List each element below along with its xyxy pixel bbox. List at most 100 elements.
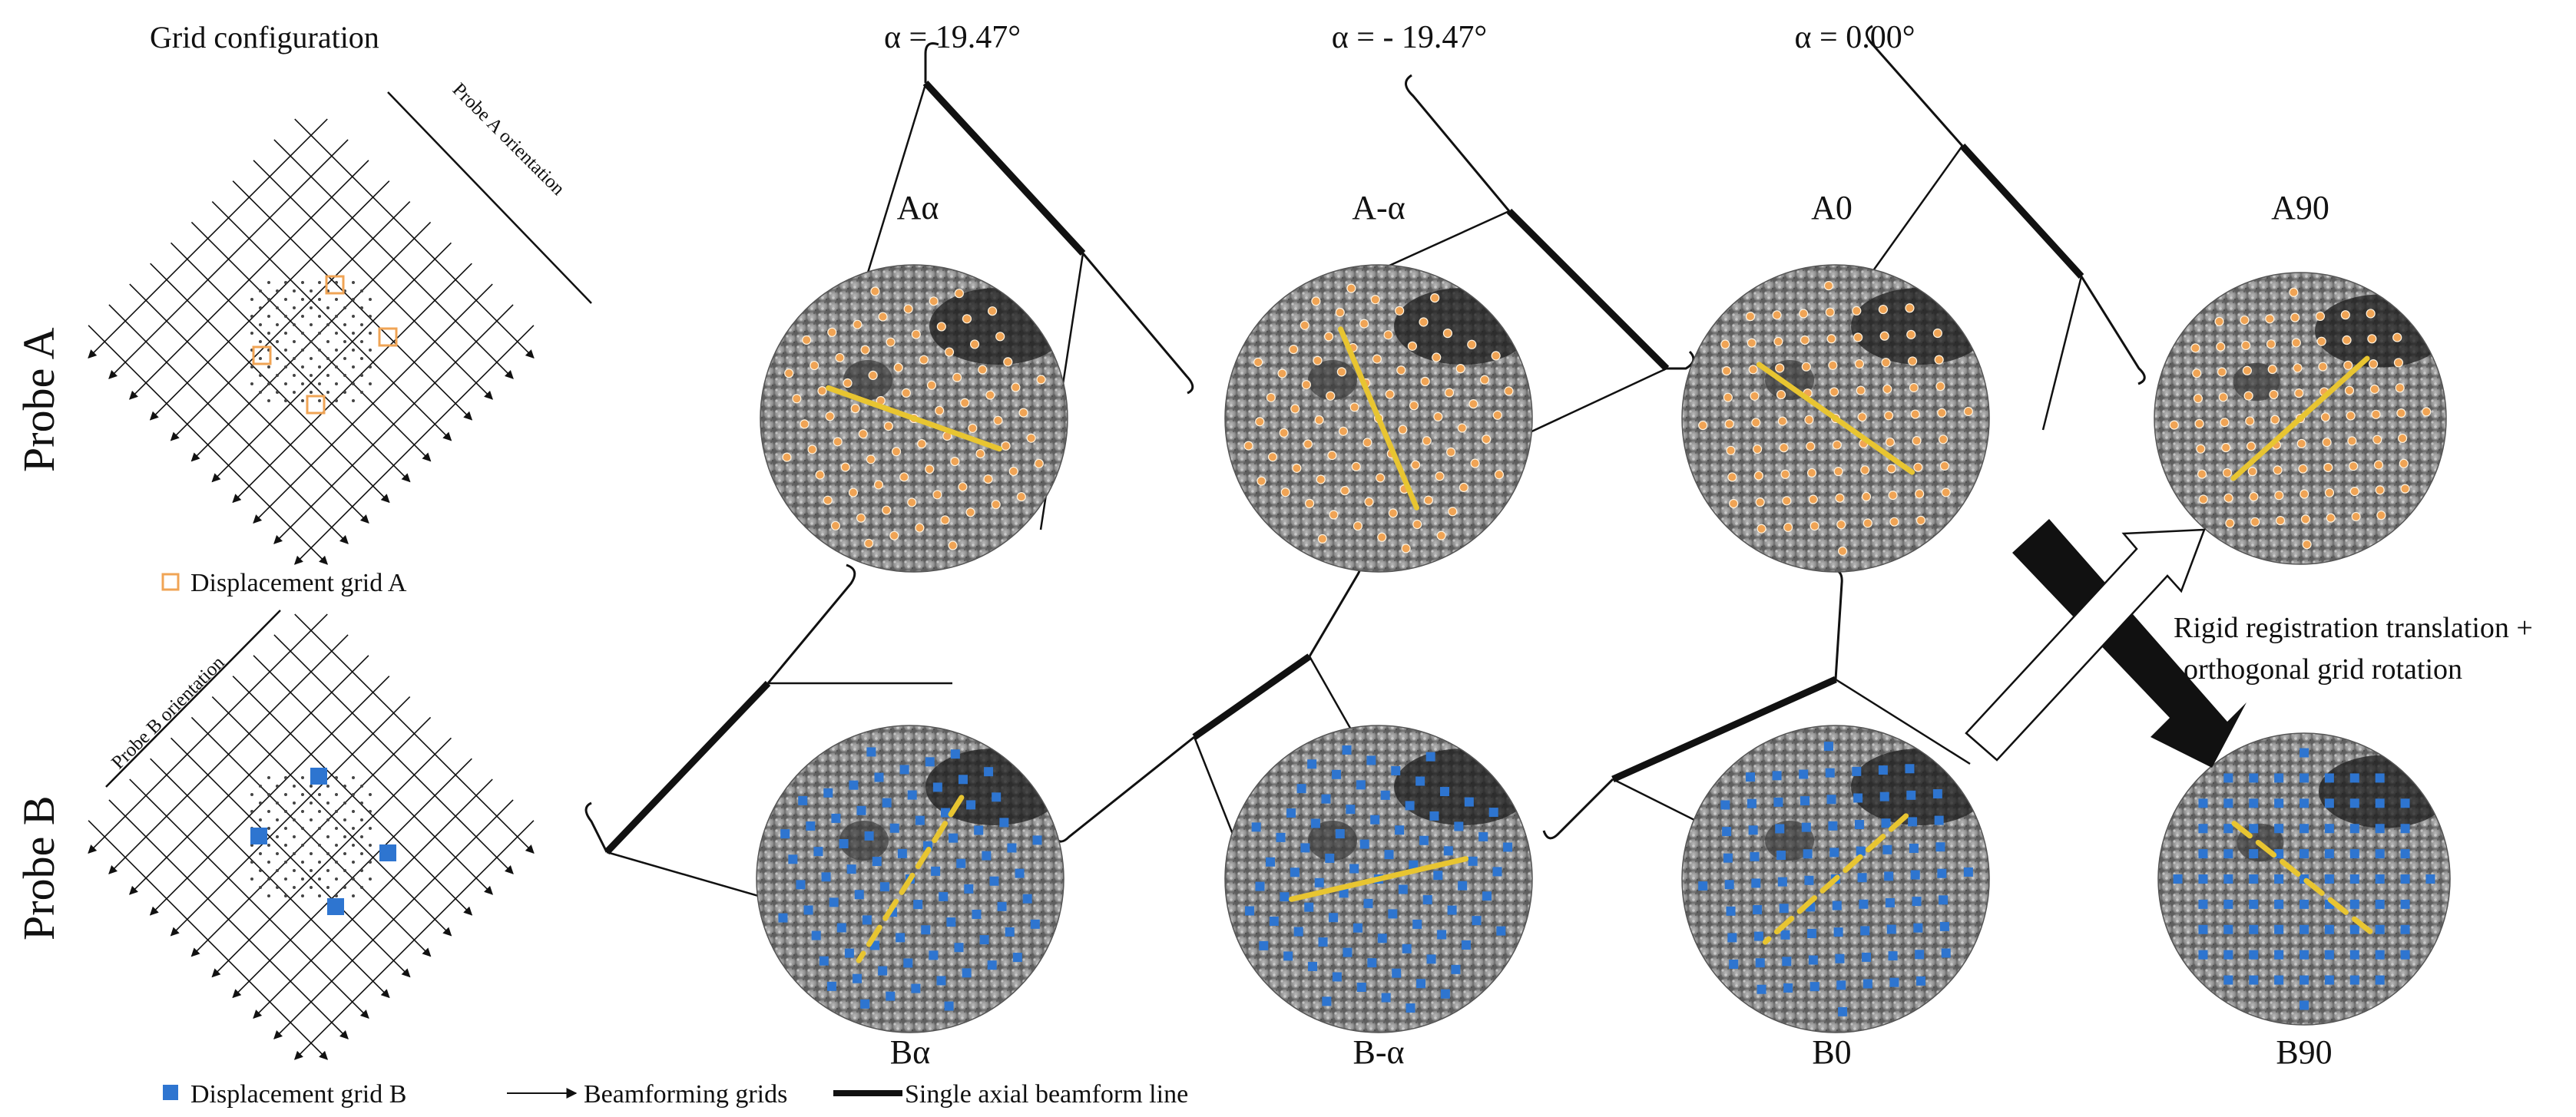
displacement-point-a	[2247, 467, 2257, 477]
legend-grid-b-label: Displacement grid B	[190, 1080, 406, 1109]
grid-dot	[267, 365, 270, 368]
displacement-point-a	[1835, 493, 1845, 503]
displacement-point-a	[1777, 416, 1787, 426]
panel-label-b-neg-alpha: B-α	[1353, 1033, 1404, 1071]
displacement-point-a	[1941, 487, 1951, 497]
displacement-point-b	[839, 839, 849, 849]
grid-dot	[310, 357, 313, 360]
displacement-point-b	[2400, 824, 2410, 834]
grid-dot	[293, 886, 296, 889]
displacement-point-b	[1905, 764, 1915, 774]
displacement-point-b	[1829, 848, 1839, 858]
ultrasound-border	[756, 725, 1065, 1033]
displacement-point-b	[2400, 874, 2410, 884]
axial-beamform-line	[1288, 856, 1469, 902]
grid-dot	[301, 827, 304, 830]
displacement-point-a	[1698, 420, 1708, 431]
displacement-point-a	[2368, 359, 2379, 369]
displacement-point-a	[983, 474, 993, 484]
displacement-point-a	[2217, 367, 2227, 377]
grid-dot	[360, 357, 363, 360]
displacement-point-b	[1833, 927, 1843, 937]
displacement-point-b	[1353, 923, 1362, 933]
grid-dot	[326, 340, 329, 343]
displacement-point-a	[932, 490, 942, 500]
displacement-point-b	[2400, 849, 2410, 859]
displacement-point-a	[2298, 464, 2308, 474]
probe-b-beamforming-grid	[88, 613, 535, 1060]
displacement-point-a	[1935, 382, 1945, 392]
displacement-point-a	[1915, 515, 1926, 525]
displacement-point-b	[1886, 924, 1896, 934]
displacement-point-a	[948, 540, 958, 550]
grid-dot	[259, 869, 262, 872]
grid-dot	[284, 332, 287, 335]
displacement-point-a	[995, 332, 1005, 342]
displacement-point-a	[954, 289, 964, 299]
displacement-point-a	[1932, 328, 1942, 339]
grid-dot	[318, 877, 321, 881]
displacement-point-a	[1773, 336, 1783, 347]
displacement-point-a	[925, 464, 935, 474]
grid-dot	[335, 332, 338, 335]
displacement-point-a	[1266, 392, 1276, 402]
displacement-point-b	[1032, 835, 1042, 845]
axial-beamform-line	[2231, 821, 2377, 937]
displacement-point-b	[1488, 808, 1498, 818]
grid-dot	[369, 844, 372, 847]
grid-dot	[284, 877, 287, 881]
grid-dot	[318, 793, 321, 796]
displacement-point-a	[1336, 367, 1346, 377]
beamforming-line	[294, 613, 535, 854]
displacement-point-b	[1780, 930, 1790, 940]
displacement-point-a	[1747, 338, 1757, 348]
image-shadow	[1851, 288, 1989, 365]
displacement-point-a	[1327, 451, 1337, 461]
grid-dot	[352, 365, 355, 368]
displacement-point-b	[1454, 821, 1464, 831]
displacement-point-a	[2342, 335, 2352, 345]
displacement-point-a	[2392, 332, 2402, 342]
grid-dot	[360, 835, 363, 838]
displacement-point-b	[1777, 877, 1787, 887]
displacement-point-b	[1384, 850, 1394, 860]
displacement-point-a	[850, 404, 860, 414]
displacement-point-b	[1809, 982, 1819, 992]
displacement-point-b	[2375, 874, 2385, 884]
grid-dot	[318, 894, 321, 897]
grid-dot	[259, 306, 262, 309]
displacement-point-b	[2349, 975, 2359, 985]
displacement-point-a	[1372, 354, 1382, 364]
displacement-point-b	[2324, 849, 2334, 859]
grid-dot	[250, 365, 253, 368]
displacement-point-a	[962, 314, 972, 324]
grid-dot	[343, 818, 346, 821]
displacement-point-b	[2425, 874, 2435, 884]
displacement-point-b	[1419, 835, 1429, 845]
displacement-point-a	[1907, 356, 1918, 366]
grid-dot	[267, 827, 270, 830]
displacement-point-a	[2196, 444, 2206, 454]
displacement-point-b	[999, 818, 1009, 828]
displacement-point-b	[811, 930, 821, 940]
grid-dot	[301, 298, 304, 301]
displacement-point-a	[2349, 461, 2359, 471]
displacement-point-b	[2324, 824, 2334, 834]
grid-dot	[310, 374, 313, 377]
grid-dot	[301, 349, 304, 352]
displacement-point-b	[806, 821, 816, 831]
displacement-point-a	[1034, 458, 1044, 468]
displacement-point-a	[1857, 412, 1867, 422]
displacement-point-b	[1859, 899, 1869, 909]
displacement-point-b	[1440, 989, 1450, 999]
displacement-point-b	[1391, 766, 1401, 776]
displacement-point-a	[1011, 382, 1021, 392]
displacement-point-a	[840, 462, 850, 472]
grid-dot	[267, 894, 270, 897]
axial-beamform-line	[1338, 326, 1419, 511]
grid-dot	[293, 374, 296, 377]
displacement-point-b	[1773, 797, 1783, 807]
displacement-point-b	[778, 913, 788, 923]
displacement-point-a	[2343, 360, 2353, 370]
grid-dot	[318, 332, 321, 335]
